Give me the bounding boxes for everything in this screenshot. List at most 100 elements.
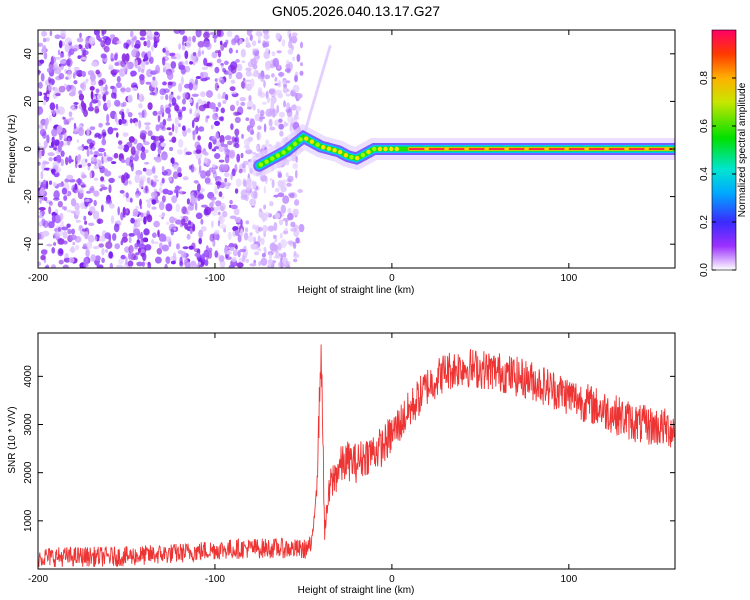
- noise-speck: [253, 182, 257, 190]
- noise-speck: [285, 80, 291, 84]
- snr-y-ticks: 4000 3000 2000 1000: [23, 365, 675, 532]
- noise-speck: [214, 82, 219, 91]
- snr-series-line: [38, 344, 675, 568]
- noise-speck: [263, 247, 267, 252]
- noise-speck: [179, 30, 185, 35]
- noise-speck: [93, 177, 98, 181]
- noise-speck: [122, 101, 127, 107]
- noise-speck: [170, 157, 175, 165]
- noise-speck: [133, 228, 141, 236]
- noise-speck: [188, 36, 192, 42]
- colorbar: 0.0 0.2 0.4 0.6 0.8 Normalized spectral ampl…: [699, 29, 748, 277]
- noise-speck: [282, 252, 287, 259]
- noise-speck: [38, 161, 41, 166]
- noise-speck: [264, 211, 270, 217]
- noise-speck: [95, 255, 101, 262]
- noise-speck: [100, 40, 106, 48]
- noise-speck: [263, 204, 266, 210]
- noise-speck: [218, 159, 225, 163]
- noise-speck: [144, 161, 150, 165]
- noise-speck: [135, 252, 140, 256]
- noise-speck: [75, 244, 80, 251]
- noise-speck: [171, 136, 177, 143]
- noise-speck: [166, 117, 172, 122]
- noise-speck: [288, 40, 293, 49]
- noise-speck: [106, 113, 110, 123]
- noise-speck: [85, 78, 89, 82]
- noise-speck: [203, 31, 210, 39]
- noise-speck: [87, 162, 92, 167]
- noise-speck: [63, 195, 68, 201]
- noise-speck: [71, 85, 77, 95]
- noise-speck: [245, 220, 250, 225]
- noise-speck: [87, 234, 95, 243]
- noise-speck: [96, 33, 101, 41]
- noise-speck: [61, 226, 69, 231]
- colorbar-label: Normalized spectral amplitude: [737, 82, 748, 217]
- noise-speck: [253, 259, 256, 264]
- noise-speck: [287, 240, 294, 245]
- noise-speck: [153, 40, 158, 49]
- track-blob: [343, 153, 349, 158]
- noise-speck: [137, 247, 141, 254]
- noise-speck: [186, 39, 192, 48]
- noise-speck: [278, 261, 284, 268]
- noise-speck: [44, 122, 48, 130]
- noise-speck: [144, 244, 152, 251]
- noise-speck: [203, 103, 211, 109]
- noise-speck: [116, 264, 124, 268]
- track-blob: [275, 153, 281, 158]
- y-tick-label: -20: [23, 189, 34, 204]
- noise-speck: [245, 83, 252, 91]
- spectrogram-x-ticks: -200 -100 0 100: [28, 30, 578, 284]
- noise-speck: [160, 108, 165, 114]
- noise-speck: [271, 179, 275, 189]
- colorbar-tick-label: 0.2: [699, 215, 710, 229]
- noise-speck: [46, 134, 50, 144]
- noise-speck: [160, 142, 166, 147]
- noise-speck: [171, 123, 175, 132]
- noise-speck: [89, 142, 95, 148]
- noise-speck: [130, 217, 135, 224]
- y-tick-label: 4000: [23, 365, 34, 388]
- noise-speck: [40, 118, 47, 126]
- noise-speck: [243, 138, 251, 146]
- noise-speck: [72, 72, 76, 79]
- noise-speck: [92, 246, 100, 250]
- noise-speck: [128, 236, 132, 244]
- noise-speck: [112, 233, 117, 241]
- snr-panel: -200 -100 0 100 4000 3000 2000 1000 Height of …: [7, 332, 676, 596]
- noise-speck: [190, 195, 197, 205]
- track-blob: [315, 142, 320, 147]
- noise-speck: [141, 110, 145, 118]
- noise-speck: [184, 50, 189, 59]
- noise-speck: [219, 40, 223, 46]
- noise-speck: [84, 43, 90, 50]
- noise-speck: [146, 39, 151, 48]
- noise-speck: [130, 30, 134, 38]
- noise-speck: [217, 101, 222, 108]
- noise-speck: [60, 30, 67, 38]
- noise-speck: [292, 208, 299, 216]
- y-tick-label: 2000: [23, 461, 34, 484]
- noise-speck: [89, 101, 93, 111]
- noise-speck: [293, 251, 297, 256]
- noise-speck: [201, 128, 204, 132]
- noise-speck: [168, 176, 173, 182]
- noise-speck: [106, 156, 113, 162]
- noise-speck: [278, 118, 283, 123]
- track-blob: [287, 146, 292, 151]
- noise-speck: [120, 254, 126, 260]
- noise-speck: [287, 48, 294, 55]
- noise-speck: [264, 74, 271, 80]
- noise-speck: [128, 233, 135, 237]
- noise-speck: [184, 260, 191, 268]
- noise-speck: [92, 210, 100, 220]
- noise-speck: [265, 90, 269, 100]
- noise-speck: [224, 135, 232, 141]
- noise-speck: [120, 159, 126, 164]
- noise-speck: [291, 104, 297, 111]
- noise-speck: [49, 102, 56, 111]
- snr-x-ticks: -200 -100 0 100: [28, 333, 578, 585]
- noise-speck: [216, 58, 222, 64]
